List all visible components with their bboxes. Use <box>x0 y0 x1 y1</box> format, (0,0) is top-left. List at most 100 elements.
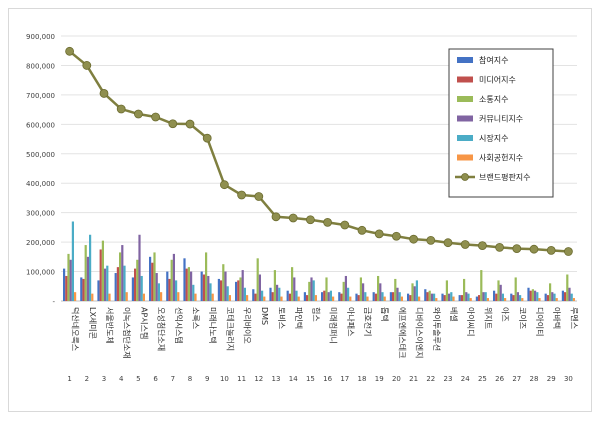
bar <box>458 295 461 301</box>
x-rank-label: 11 <box>237 375 246 383</box>
bar <box>183 258 186 301</box>
x-category-label: 디아이티 <box>535 307 545 336</box>
bar <box>254 293 257 301</box>
bar <box>69 259 72 301</box>
bar <box>273 270 276 301</box>
x-category-label: 서울반도체 <box>105 307 115 344</box>
y-tick-label: 200,000 <box>26 239 55 247</box>
bar <box>383 296 386 301</box>
bar <box>121 245 124 301</box>
bar <box>224 271 227 301</box>
bar <box>531 289 534 301</box>
legend-label: 미디어지수 <box>479 75 516 85</box>
bar <box>82 278 85 301</box>
x-rank-label: 9 <box>205 375 209 383</box>
bar <box>561 290 564 301</box>
bar <box>123 265 126 301</box>
bar <box>549 283 552 301</box>
bar <box>428 290 431 301</box>
bar <box>222 264 225 301</box>
x-rank-label: 4 <box>119 375 124 383</box>
bar <box>484 292 487 301</box>
bar <box>211 293 214 301</box>
bar <box>136 259 139 301</box>
bar <box>220 280 223 301</box>
bar <box>106 265 109 301</box>
bar <box>398 292 401 301</box>
x-category-label: 소룩스 <box>191 307 200 329</box>
total-point <box>477 241 487 251</box>
x-category-label: 베셀 <box>449 307 459 322</box>
x-category-label: LX세미콘 <box>88 307 97 339</box>
total-point <box>495 243 505 252</box>
bar <box>153 252 156 301</box>
total-point <box>168 119 178 129</box>
bar <box>357 295 360 301</box>
bar <box>108 293 111 301</box>
bar <box>239 277 242 301</box>
y-tick-label: - <box>52 298 55 306</box>
bar <box>342 281 345 301</box>
bar <box>321 292 324 301</box>
x-category-label: 코이즈 <box>518 307 528 329</box>
bar <box>172 253 175 301</box>
bar <box>499 284 502 301</box>
bar <box>551 292 554 301</box>
chart-frame: - 100,000 200,000 300,000 400,000 500,000 600,… <box>8 8 592 412</box>
x-rank-label: 13 <box>272 375 281 383</box>
bar <box>205 252 208 301</box>
bar <box>409 295 412 301</box>
bar <box>344 275 347 301</box>
x-rank-label: 15 <box>306 375 315 383</box>
bar <box>362 283 365 301</box>
bar <box>194 293 197 301</box>
bar <box>263 296 266 301</box>
bar <box>256 258 259 301</box>
bar <box>452 296 455 301</box>
x-category-label: 아나패스 <box>346 307 356 336</box>
bar <box>413 286 416 301</box>
bar <box>131 277 134 301</box>
total-point <box>460 240 470 249</box>
bar <box>297 296 300 301</box>
bar <box>443 295 446 301</box>
x-axis: 덕산네오룩스 LX세미콘 서울반도체 이녹스첨단소재 AP시스템 오성첨단소재 선익시스템 소… <box>67 307 578 383</box>
bar <box>84 245 87 301</box>
bar <box>482 292 485 301</box>
bar <box>325 277 328 301</box>
bar <box>241 270 244 301</box>
bar <box>312 280 315 301</box>
bar <box>278 287 281 301</box>
bar <box>291 267 294 301</box>
bar <box>538 298 541 301</box>
x-category-label: 톱텍 <box>380 307 390 322</box>
total-point <box>323 217 333 227</box>
bar <box>142 293 145 301</box>
x-category-label: AP시스템 <box>139 307 149 339</box>
bar <box>252 289 255 301</box>
x-rank-label: 2 <box>85 375 89 383</box>
bar <box>424 289 427 301</box>
x-category-label: 우리바이오 <box>243 307 253 344</box>
bar <box>512 295 515 301</box>
bar <box>166 271 169 301</box>
x-rank-label: 30 <box>564 375 573 383</box>
bar <box>119 252 122 301</box>
x-category-label: 미래나노텍 <box>208 307 218 344</box>
bar <box>116 267 119 301</box>
bar <box>288 293 291 301</box>
x-rank-label: 7 <box>171 375 175 383</box>
bar <box>295 290 298 301</box>
bar <box>80 277 83 301</box>
total-point <box>133 109 143 119</box>
bars <box>63 221 575 301</box>
bar <box>217 278 220 301</box>
total-point <box>409 234 419 244</box>
bar <box>478 295 481 301</box>
bar <box>568 287 571 301</box>
bar <box>71 221 74 301</box>
bar <box>435 298 438 301</box>
bar <box>286 290 289 301</box>
bar <box>480 270 483 301</box>
bar <box>280 296 283 301</box>
